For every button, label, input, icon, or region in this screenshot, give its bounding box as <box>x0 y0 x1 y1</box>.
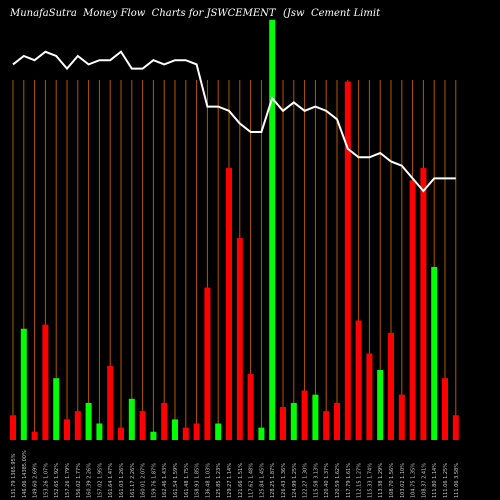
x-tick-label: 152.65 1.92% <box>54 463 60 498</box>
flow-bar <box>290 402 297 440</box>
flow-bar <box>53 378 60 440</box>
flow-bar <box>323 411 330 440</box>
flow-bar <box>409 180 416 440</box>
x-tick-label: 158.93 1.85% <box>195 463 201 498</box>
flow-bar <box>172 419 178 440</box>
x-tick-label: 156.02 1.77% <box>76 463 82 498</box>
flow-bar <box>161 402 168 440</box>
flow-bar <box>258 427 265 440</box>
flow-bar <box>247 374 254 440</box>
x-tick-label: 111.80 1.14% <box>432 463 438 498</box>
flow-bar <box>215 423 222 440</box>
flow-bar <box>20 328 27 440</box>
flow-bar <box>269 19 276 440</box>
x-tick-label: 108.70 1.56% <box>389 463 395 498</box>
flow-bar <box>398 394 405 440</box>
x-tick-label: 153.26 1.07% <box>43 463 49 498</box>
x-tick-label: 117.62 1.48% <box>249 463 255 498</box>
flow-bar <box>193 423 200 440</box>
x-tick-label: 125.84 1.45% <box>259 463 265 498</box>
flow-bar <box>31 431 38 440</box>
flow-bar <box>10 415 16 440</box>
x-tick-label: 122.27 1.30% <box>303 463 309 498</box>
price-line <box>12 50 456 193</box>
x-tick-label: 149.60 2.69% <box>33 463 39 498</box>
flow-bar <box>452 415 459 440</box>
x-tick-label: 117.79 1.61% <box>346 463 352 498</box>
x-tick-label: 129.27 1.14% <box>227 463 233 498</box>
x-tick-label: 104.75 1.35% <box>411 463 417 498</box>
x-tick-label: 161.48 1.75% <box>184 463 190 498</box>
flow-bar <box>431 266 438 440</box>
x-tick-label: 120.59 1.62% <box>335 463 341 498</box>
flow-bar <box>334 402 340 440</box>
flow-bar <box>139 411 146 440</box>
x-tick-label: 160.01 2.07% <box>141 463 147 498</box>
x-tick-label: 161.64 1.47% <box>108 463 114 498</box>
flow-bar <box>301 390 308 440</box>
x-tick-label: 161.03 1.26% <box>119 463 125 498</box>
x-tick-label: 108.37 2.41% <box>421 463 427 498</box>
flow-bar <box>226 168 232 440</box>
x-tick-label: 126.43 1.36% <box>281 463 287 498</box>
flow-bar <box>107 365 114 440</box>
x-tick-label: 146.06 14385.00% <box>22 450 28 498</box>
flow-bar <box>118 427 124 440</box>
flow-bar <box>420 168 427 440</box>
x-tick-label: 125.85 1.23% <box>216 463 222 498</box>
flow-bar <box>182 427 189 440</box>
x-tick-label: 157.26 1.79% <box>65 463 71 498</box>
x-tick-label: 120.40 1.37% <box>324 463 330 498</box>
flow-bar <box>204 287 211 440</box>
flow-bar <box>85 402 92 440</box>
x-tick-label: 162.46 1.43% <box>162 463 168 498</box>
x-tick-label: 113.38 1.29% <box>378 463 384 498</box>
flow-bar <box>344 81 351 440</box>
x-tick-label: 161.54 1.59% <box>173 463 179 498</box>
x-tick-label: 161.17 2.26% <box>130 463 136 498</box>
flow-bar <box>128 398 135 440</box>
flow-bar <box>236 238 243 440</box>
x-tick-label: 131.79 1365.95% <box>11 453 17 498</box>
x-tick-label: 157.02 1.95% <box>97 463 103 498</box>
flow-bar <box>355 320 362 440</box>
flow-bar <box>366 353 373 440</box>
x-tick-label: 159.76 1.87% <box>151 463 157 498</box>
x-tick-label: 115.33 1.74% <box>367 463 373 498</box>
x-tick-label: 124.99 1.25% <box>292 463 298 498</box>
chart-subtitle: (Jsw Cement Limit <box>283 8 381 19</box>
x-tick-label: 136.48 1.03% <box>205 463 211 498</box>
x-tick-label: 160.39 2.26% <box>87 463 93 498</box>
x-tick-label: 111.06 1.25% <box>443 463 449 498</box>
x-tick-label: 115.58 3.13% <box>313 463 319 498</box>
flow-bar <box>150 431 157 440</box>
flow-bar <box>388 332 394 440</box>
flow-bar <box>96 423 103 440</box>
flow-bar <box>42 324 49 440</box>
flow-bar <box>64 419 70 440</box>
chart-title: MunafaSutra Money Flow Charts for JSWCEM… <box>10 8 276 19</box>
x-tick-label: 111.06 3.58% <box>454 463 460 498</box>
x-tick-label: 121.66 1.51% <box>238 463 244 498</box>
flow-bar <box>312 394 319 440</box>
flow-bar <box>74 411 81 440</box>
flow-bar <box>442 378 448 440</box>
x-tick-label: 112.15 1.27% <box>357 463 363 498</box>
x-tick-label: 103.02 1.10% <box>400 463 406 498</box>
flow-bar <box>377 369 384 440</box>
flow-bar <box>280 407 286 440</box>
x-tick-label: 128.25 1.87% <box>270 463 276 498</box>
